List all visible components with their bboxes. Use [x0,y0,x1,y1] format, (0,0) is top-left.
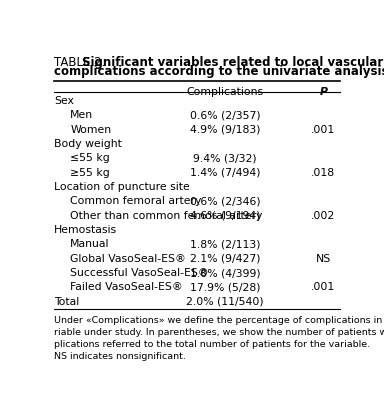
Text: Total: Total [54,297,79,307]
Text: Manual: Manual [70,239,110,249]
Text: Common femoral artery: Common femoral artery [70,196,202,207]
Text: .018: .018 [311,168,335,178]
Text: Men: Men [70,110,93,120]
Text: Under «Complications» we define the percentage of complications in the va-
riabl: Under «Complications» we define the perc… [54,315,384,361]
Text: 1.8% (2/113): 1.8% (2/113) [190,239,260,249]
Text: Significant variables related to local vascular: Significant variables related to local v… [82,56,384,69]
Text: Global VasoSeal-ES®: Global VasoSeal-ES® [70,254,186,264]
Text: complications according to the univariate analysis: complications according to the univariat… [54,65,384,78]
Text: Failed VasoSeal-ES®: Failed VasoSeal-ES® [70,283,183,292]
Text: Successful VasoSeal-ES®: Successful VasoSeal-ES® [70,268,209,278]
Text: 2.0% (11/540): 2.0% (11/540) [186,297,264,307]
Text: 2.1% (9/427): 2.1% (9/427) [190,254,260,264]
Text: 17.9% (5/28): 17.9% (5/28) [190,283,260,292]
Text: P: P [319,87,327,97]
Text: TABLE 2.: TABLE 2. [54,56,109,69]
Text: .001: .001 [311,283,335,292]
Text: Other than common femoral artery: Other than common femoral artery [70,211,263,221]
Text: 0.6% (2/346): 0.6% (2/346) [190,196,260,207]
Text: Hemostasis: Hemostasis [54,225,117,235]
Text: NS: NS [316,254,331,264]
Text: ≤55 kg: ≤55 kg [70,153,110,163]
Text: .002: .002 [311,211,335,221]
Text: 1.0% (4/399): 1.0% (4/399) [190,268,260,278]
Text: Sex: Sex [54,96,74,106]
Text: 1.4% (7/494): 1.4% (7/494) [190,168,260,178]
Text: 0.6% (2/357): 0.6% (2/357) [190,110,260,120]
Text: .001: .001 [311,125,335,135]
Text: Complications: Complications [187,87,264,97]
Text: 4.6% (9/194): 4.6% (9/194) [190,211,260,221]
Text: 9.4% (3/32): 9.4% (3/32) [193,153,257,163]
Text: Body weight: Body weight [54,139,122,149]
Text: 4.9% (9/183): 4.9% (9/183) [190,125,260,135]
Text: Women: Women [70,125,111,135]
Text: ≥55 kg: ≥55 kg [70,168,110,178]
Text: Location of puncture site: Location of puncture site [54,182,190,192]
